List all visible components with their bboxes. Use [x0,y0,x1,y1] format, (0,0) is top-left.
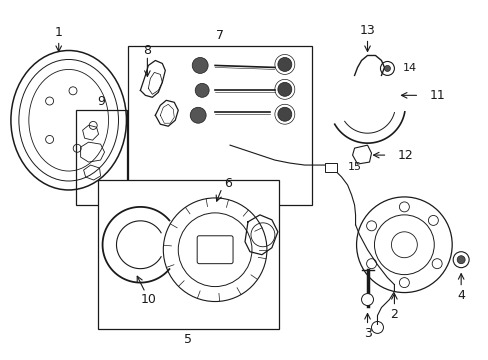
Circle shape [277,107,291,121]
Bar [128,45,311,205]
Circle shape [277,82,291,96]
Text: 13: 13 [359,24,375,37]
Text: 4: 4 [456,289,464,302]
Text: 9: 9 [98,95,105,108]
Bar [98,180,278,329]
Text: 7: 7 [216,29,224,42]
Circle shape [456,256,464,264]
Circle shape [192,58,208,73]
Text: 3: 3 [363,327,371,340]
Circle shape [277,58,291,71]
Text: 14: 14 [402,63,416,73]
Text: 12: 12 [397,149,412,162]
Text: 11: 11 [428,89,444,102]
Text: 2: 2 [390,308,398,321]
Text: 15: 15 [347,162,361,172]
Circle shape [384,66,389,71]
FancyBboxPatch shape [197,236,233,264]
Circle shape [190,107,206,123]
Text: 10: 10 [140,293,156,306]
Circle shape [195,84,209,97]
Text: 1: 1 [55,26,62,39]
Text: 8: 8 [143,44,151,57]
Bar [324,163,336,172]
Text: 6: 6 [224,177,231,190]
Circle shape [361,293,373,306]
Bar [76,110,127,205]
Text: 5: 5 [184,333,192,346]
